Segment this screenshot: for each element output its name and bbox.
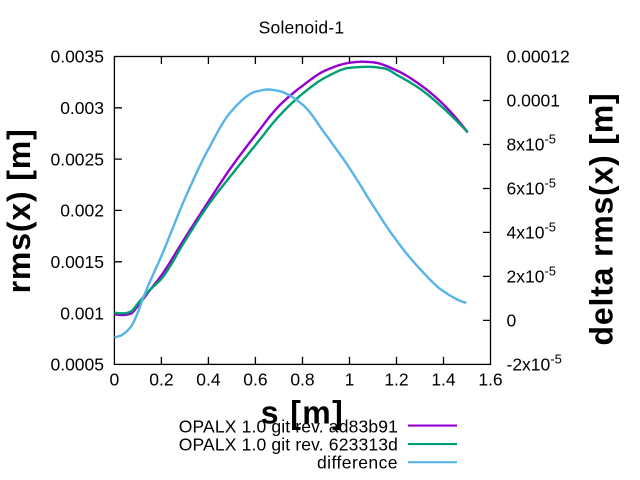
svg-text:0.002: 0.002 bbox=[60, 201, 104, 221]
svg-text:8x10-5: 8x10-5 bbox=[507, 132, 557, 155]
svg-text:0.4: 0.4 bbox=[196, 370, 221, 390]
svg-text:0.0035: 0.0035 bbox=[50, 47, 104, 67]
svg-text:0.8: 0.8 bbox=[290, 370, 314, 390]
svg-text:OPALX 1.0 git rev. ad83b91: OPALX 1.0 git rev. ad83b91 bbox=[179, 416, 398, 436]
svg-text:0.0025: 0.0025 bbox=[50, 149, 104, 169]
svg-text:OPALX 1.0 git rev. 623313d: OPALX 1.0 git rev. 623313d bbox=[179, 434, 398, 454]
svg-text:-2x10-5: -2x10-5 bbox=[507, 352, 562, 375]
svg-text:1.2: 1.2 bbox=[384, 370, 408, 390]
svg-text:0: 0 bbox=[110, 370, 120, 390]
svg-text:2x10-5: 2x10-5 bbox=[507, 264, 557, 287]
svg-text:6x10-5: 6x10-5 bbox=[507, 176, 557, 199]
svg-text:0.6: 0.6 bbox=[243, 370, 267, 390]
svg-text:s [m]: s [m] bbox=[261, 395, 344, 431]
svg-text:0.003: 0.003 bbox=[60, 98, 104, 118]
svg-text:difference: difference bbox=[317, 453, 398, 473]
svg-text:0.00012: 0.00012 bbox=[507, 47, 570, 67]
svg-text:0.0001: 0.0001 bbox=[507, 91, 561, 111]
svg-text:rms(x) [m]: rms(x) [m] bbox=[1, 128, 37, 293]
svg-text:1.4: 1.4 bbox=[431, 370, 456, 390]
svg-text:0.0015: 0.0015 bbox=[50, 252, 104, 272]
svg-text:0.2: 0.2 bbox=[149, 370, 173, 390]
svg-text:1: 1 bbox=[345, 370, 355, 390]
svg-text:0: 0 bbox=[507, 311, 517, 331]
svg-text:0.0005: 0.0005 bbox=[50, 355, 104, 375]
svg-text:delta rms(x) [m]: delta rms(x) [m] bbox=[584, 93, 620, 346]
svg-text:0.001: 0.001 bbox=[60, 303, 104, 323]
svg-text:4x10-5: 4x10-5 bbox=[507, 220, 557, 243]
svg-text:Solenoid-1: Solenoid-1 bbox=[259, 18, 345, 38]
svg-text:1.6: 1.6 bbox=[478, 370, 502, 390]
